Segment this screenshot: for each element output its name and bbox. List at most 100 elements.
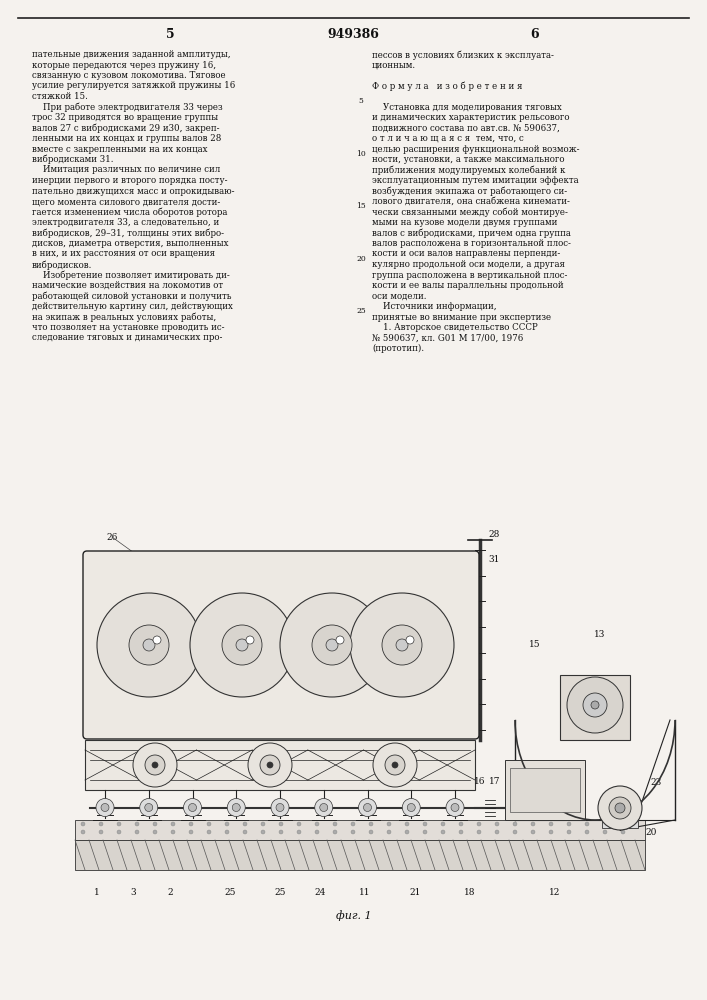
Text: целью расширения функциональной возмож-: целью расширения функциональной возмож- xyxy=(372,144,580,153)
Circle shape xyxy=(513,830,517,834)
Text: 1: 1 xyxy=(94,888,100,897)
Text: пессов в условиях близких к эксплуата-: пессов в условиях близких к эксплуата- xyxy=(372,50,554,60)
Circle shape xyxy=(101,804,109,812)
Text: следование тяговых и динамических про-: следование тяговых и динамических про- xyxy=(32,334,223,342)
Circle shape xyxy=(315,822,319,826)
Circle shape xyxy=(140,798,158,816)
Text: 30: 30 xyxy=(368,595,380,604)
Text: электродвигателя 33, а следовательно, и: электродвигателя 33, а следовательно, и xyxy=(32,218,219,227)
Circle shape xyxy=(143,639,155,651)
Text: 25: 25 xyxy=(224,888,235,897)
Bar xyxy=(505,760,585,820)
Circle shape xyxy=(117,822,121,826)
Text: 2: 2 xyxy=(167,888,173,897)
Text: 30: 30 xyxy=(298,595,310,604)
Circle shape xyxy=(267,762,273,768)
Bar xyxy=(85,740,475,790)
Circle shape xyxy=(222,625,262,665)
Circle shape xyxy=(243,830,247,834)
Text: 12: 12 xyxy=(549,888,561,897)
Circle shape xyxy=(99,822,103,826)
Circle shape xyxy=(585,822,589,826)
Text: щего момента силового двигателя дости-: щего момента силового двигателя дости- xyxy=(32,197,221,206)
Circle shape xyxy=(351,830,355,834)
Text: 21: 21 xyxy=(409,888,421,897)
Circle shape xyxy=(248,743,292,787)
Bar xyxy=(602,820,638,828)
Circle shape xyxy=(189,830,193,834)
Circle shape xyxy=(225,830,229,834)
Circle shape xyxy=(225,822,229,826)
Text: 25: 25 xyxy=(356,307,366,315)
Circle shape xyxy=(531,830,535,834)
Circle shape xyxy=(615,803,625,813)
Text: вибродисков, 29–31, толщины этих вибро-: вибродисков, 29–31, толщины этих вибро- xyxy=(32,229,224,238)
Circle shape xyxy=(117,830,121,834)
Circle shape xyxy=(387,822,391,826)
Circle shape xyxy=(621,822,625,826)
Circle shape xyxy=(152,762,158,768)
Circle shape xyxy=(369,830,373,834)
Text: на экипаж в реальных условиях работы,: на экипаж в реальных условиях работы, xyxy=(32,312,216,322)
Text: кулярно продольной оси модели, а другая: кулярно продольной оси модели, а другая xyxy=(372,260,565,269)
Circle shape xyxy=(315,798,333,816)
Circle shape xyxy=(280,593,384,697)
Circle shape xyxy=(135,830,139,834)
Circle shape xyxy=(207,830,211,834)
Text: которые передаются через пружину 16,: которые передаются через пружину 16, xyxy=(32,60,216,70)
Circle shape xyxy=(233,804,240,812)
Circle shape xyxy=(333,822,337,826)
Circle shape xyxy=(567,830,571,834)
Text: кости и оси валов направлены перпенди-: кости и оси валов направлены перпенди- xyxy=(372,249,560,258)
Text: 3: 3 xyxy=(130,888,136,897)
Text: 13: 13 xyxy=(595,630,606,639)
Text: 23: 23 xyxy=(650,778,661,787)
Circle shape xyxy=(531,822,535,826)
Text: 24: 24 xyxy=(315,888,326,897)
Text: оси модели.: оси модели. xyxy=(372,292,426,300)
Text: 5: 5 xyxy=(165,28,175,41)
Circle shape xyxy=(153,830,157,834)
Circle shape xyxy=(459,830,463,834)
Circle shape xyxy=(297,830,301,834)
Text: 25: 25 xyxy=(274,888,286,897)
Circle shape xyxy=(261,822,265,826)
Text: ленными на их концах и группы валов 28: ленными на их концах и группы валов 28 xyxy=(32,134,221,143)
Text: стяжкой 15.: стяжкой 15. xyxy=(32,92,88,101)
Circle shape xyxy=(441,822,445,826)
Circle shape xyxy=(363,804,371,812)
Circle shape xyxy=(336,636,344,644)
Circle shape xyxy=(243,822,247,826)
Circle shape xyxy=(567,822,571,826)
Circle shape xyxy=(405,822,409,826)
Text: № 590637, кл. G01 M 17/00, 1976: № 590637, кл. G01 M 17/00, 1976 xyxy=(372,334,523,342)
Text: подвижного состава по авт.св. № 590637,: подвижного состава по авт.св. № 590637, xyxy=(372,123,560,132)
Text: 18: 18 xyxy=(464,888,476,897)
Circle shape xyxy=(583,693,607,717)
Circle shape xyxy=(326,639,338,651)
Text: 20: 20 xyxy=(645,828,656,837)
Circle shape xyxy=(609,797,631,819)
Text: Источники информации,: Источники информации, xyxy=(372,302,496,311)
Circle shape xyxy=(423,822,427,826)
Text: чески связанными между собой монтируе-: чески связанными между собой монтируе- xyxy=(372,208,568,217)
Text: 27: 27 xyxy=(158,705,170,714)
Text: 15: 15 xyxy=(529,640,541,649)
Text: вибродисков.: вибродисков. xyxy=(32,260,93,269)
Text: 15: 15 xyxy=(356,202,366,210)
Circle shape xyxy=(236,639,248,651)
Circle shape xyxy=(406,636,414,644)
Circle shape xyxy=(567,677,623,733)
Circle shape xyxy=(407,804,415,812)
Text: кости и ее валы параллельны продольной: кости и ее валы параллельны продольной xyxy=(372,281,563,290)
Bar xyxy=(75,820,645,840)
Text: 1. Авторское свидетельство СССР: 1. Авторское свидетельство СССР xyxy=(372,323,538,332)
Text: эксплуатационным путем имитации эффекта: эксплуатационным путем имитации эффекта xyxy=(372,176,578,185)
Circle shape xyxy=(333,830,337,834)
Circle shape xyxy=(246,636,254,644)
Circle shape xyxy=(591,701,599,709)
Circle shape xyxy=(96,798,114,816)
Circle shape xyxy=(513,822,517,826)
Bar xyxy=(560,675,630,740)
Circle shape xyxy=(402,798,420,816)
